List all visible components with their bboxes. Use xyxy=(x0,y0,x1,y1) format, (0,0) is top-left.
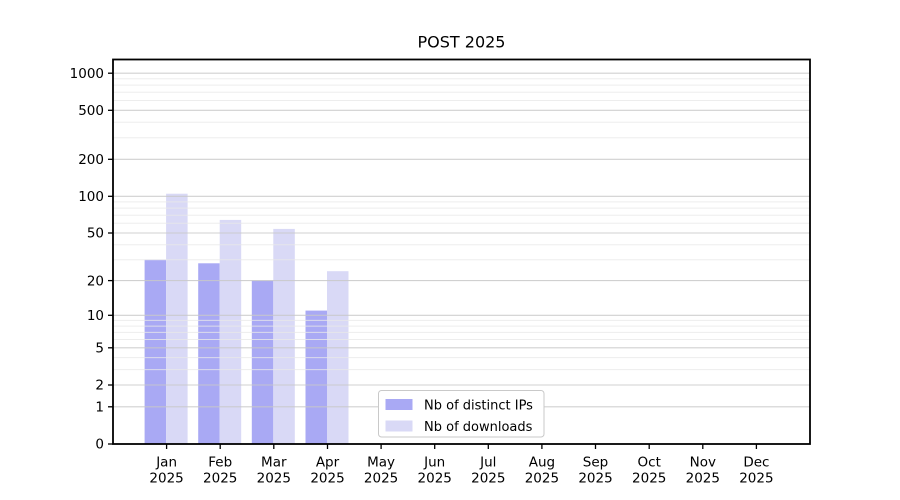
x-tick-label-year: 2025 xyxy=(578,471,612,487)
grid-minor xyxy=(113,78,810,371)
y-tick-label: 10 xyxy=(87,308,104,324)
x-tick-label-month: Oct xyxy=(638,455,661,471)
x-tick-label-year: 2025 xyxy=(418,471,452,487)
bar-downloads-mar xyxy=(273,228,295,444)
y-tick-label: 100 xyxy=(78,189,104,205)
bar-distinct-ips-mar xyxy=(251,280,274,444)
x-tick-label-month: Apr xyxy=(316,455,340,471)
bars-layer xyxy=(144,193,349,444)
x-tick-label-year: 2025 xyxy=(257,471,291,487)
x-tick-label-month: Sep xyxy=(583,455,608,471)
y-tick-label: 2 xyxy=(95,378,104,394)
x-tick-label-year: 2025 xyxy=(632,471,666,487)
x-tick-label-month: Mar xyxy=(261,455,287,471)
y-tick-label: 20 xyxy=(87,273,104,289)
y-tick-label: 1000 xyxy=(70,66,104,82)
x-tick-label-year: 2025 xyxy=(310,471,344,487)
legend-box xyxy=(378,390,545,438)
x-tick-label-month: Feb xyxy=(208,455,232,471)
grid-major xyxy=(113,72,810,408)
x-tick-label-year: 2025 xyxy=(525,471,559,487)
x-tick-label-month: Jun xyxy=(423,455,445,471)
bar-downloads-jan xyxy=(166,193,188,444)
x-tick-label-month: Dec xyxy=(743,455,769,471)
y-tick-label: 50 xyxy=(87,226,104,242)
x-axis: Jan2025Feb2025Mar2025Apr2025May2025Jun20… xyxy=(149,444,774,487)
y-axis: 0 1 2 5 10 20 50 100 200 500 1000 xyxy=(70,66,113,453)
y-tick-label: 500 xyxy=(78,103,104,119)
bar-distinct-ips-jan xyxy=(144,259,167,444)
x-tick-label-year: 2025 xyxy=(149,471,183,487)
legend-label-distinct-ips: Nb of distinct IPs xyxy=(424,399,533,414)
x-tick-label-year: 2025 xyxy=(203,471,237,487)
x-tick-label-month: Jul xyxy=(479,455,496,471)
x-tick-label-year: 2025 xyxy=(739,471,773,487)
legend-swatch-distinct-ips xyxy=(385,399,413,410)
x-tick-label-year: 2025 xyxy=(471,471,505,487)
x-tick-label-month: Nov xyxy=(690,455,716,471)
x-tick-label-year: 2025 xyxy=(686,471,720,487)
legend: Nb of distinct IPs Nb of downloads xyxy=(378,390,545,438)
plot-border xyxy=(112,58,811,445)
x-tick-label-month: Jan xyxy=(155,455,177,471)
x-tick-label-year: 2025 xyxy=(364,471,398,487)
legend-swatch-downloads xyxy=(385,420,413,432)
y-tick-label: 1 xyxy=(95,400,104,416)
y-tick-label: 0 xyxy=(95,437,104,453)
y-tick-label: 200 xyxy=(78,152,104,168)
x-tick-label-month: Aug xyxy=(529,455,555,471)
chart-title: POST 2025 xyxy=(418,33,506,52)
bar-distinct-ips-feb xyxy=(198,263,220,444)
x-tick-label-month: May xyxy=(367,455,395,471)
y-tick-label: 5 xyxy=(95,341,104,357)
legend-label-downloads: Nb of downloads xyxy=(424,420,533,435)
bar-distinct-ips-apr xyxy=(305,310,327,444)
